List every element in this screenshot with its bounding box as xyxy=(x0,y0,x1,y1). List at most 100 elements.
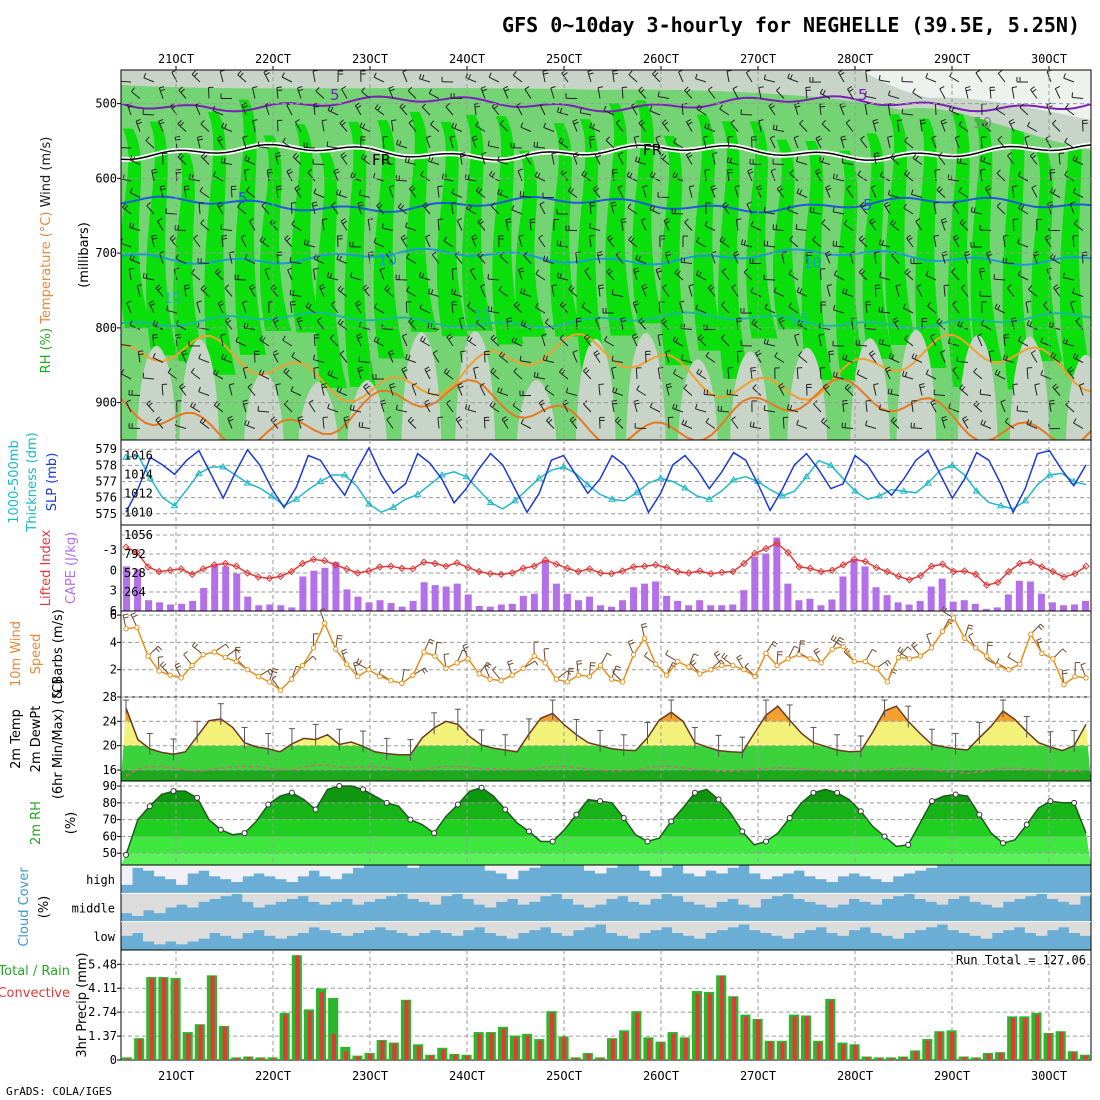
cape-bar xyxy=(927,586,935,611)
wind-barb xyxy=(479,286,486,297)
precip-convective-bar xyxy=(234,1058,240,1060)
wind-barb-feather xyxy=(155,321,159,327)
wind-barb-feather xyxy=(505,218,511,221)
wind-barb-feather xyxy=(454,123,457,129)
y-tick-label: 600 xyxy=(95,171,117,185)
wind-barb xyxy=(628,74,638,83)
wind-barb-feather xyxy=(649,402,653,408)
wind-barb-feather xyxy=(472,138,478,142)
cape-bar xyxy=(244,596,252,611)
wind-barb-feather xyxy=(184,287,190,290)
cape-bar xyxy=(167,604,175,611)
wind-barb xyxy=(819,104,822,116)
wind-barb xyxy=(685,154,693,165)
wind-barb-feather xyxy=(770,105,775,109)
wind-barb-feather xyxy=(958,186,963,192)
wind-barb-feather xyxy=(197,138,204,141)
wind-barb-feather xyxy=(217,300,223,304)
cloud-clear-cell xyxy=(837,921,849,936)
right-tick-label: 1014 xyxy=(124,467,153,481)
wind-barb xyxy=(925,274,937,281)
cloud-clear-cell xyxy=(308,865,320,871)
cloud-clear-cell xyxy=(462,893,475,899)
wind-barb-feather xyxy=(654,72,659,77)
rh-marker xyxy=(265,801,272,808)
wind-barb xyxy=(1067,369,1075,380)
wind-barb-feather xyxy=(250,286,256,291)
wind-barb xyxy=(373,340,385,347)
wind-barb-feather xyxy=(353,661,359,664)
wind-barb xyxy=(234,278,247,281)
wind-barb xyxy=(1074,223,1084,231)
precip-convective-bar xyxy=(453,1054,458,1060)
wind-barb xyxy=(557,276,569,281)
wind-barb-feather xyxy=(957,320,960,326)
wind-barb-feather xyxy=(614,416,620,422)
wind-barb-feather xyxy=(938,320,943,325)
wind-barb xyxy=(665,384,670,396)
wind-barb-feather xyxy=(261,370,265,376)
wind-barb-feather xyxy=(562,171,567,176)
wind-barb-feather xyxy=(152,353,156,358)
y-axis-label-part: 3hr Precip (mm) xyxy=(75,952,90,1057)
wind-barb-feather xyxy=(897,646,902,652)
wind-barb xyxy=(266,170,270,182)
top-date-label: 29OCT xyxy=(934,52,970,66)
wind-barb-feather xyxy=(408,317,413,322)
wind-barb-feather xyxy=(181,349,187,353)
wind-barb-feather xyxy=(470,267,475,272)
slp-panel-frame xyxy=(120,439,1092,526)
cloud-clear-cell xyxy=(1013,893,1026,899)
wind-barb xyxy=(658,301,661,314)
wind-barb xyxy=(655,269,661,281)
wind-barb xyxy=(1048,401,1052,413)
wind-barb-feather xyxy=(159,661,165,666)
wind-barb-feather xyxy=(635,156,638,162)
wind-barb-feather xyxy=(721,238,726,243)
wind-barb xyxy=(948,109,960,116)
bottom-date-label: 28OCT xyxy=(837,1069,873,1083)
cloud-clear-cell xyxy=(473,893,486,905)
wind-barb-feather xyxy=(911,399,917,402)
wind-barb-feather xyxy=(731,416,736,421)
wind-barb xyxy=(559,338,569,347)
wind-barb-feather xyxy=(776,86,781,91)
wind-barb xyxy=(449,137,454,149)
cloud-clear-cell xyxy=(484,865,497,871)
wind-barb xyxy=(859,205,868,215)
wind-barb xyxy=(904,140,914,149)
wind-barb-feather xyxy=(197,135,203,138)
wind-barb xyxy=(1026,423,1038,429)
precip-convective-bar xyxy=(865,1057,870,1060)
li-marker xyxy=(861,557,870,566)
wind-barb xyxy=(237,206,247,215)
wind-barb-feather xyxy=(731,284,737,288)
wind-barb xyxy=(911,193,923,198)
wind-barb xyxy=(833,245,845,248)
left-tick-label: 577 xyxy=(95,475,117,489)
wind-barb xyxy=(337,289,348,297)
wind-barb-feather xyxy=(294,185,300,189)
wind-barb-feather xyxy=(503,418,509,423)
wind-barb xyxy=(384,288,394,297)
cloud-clear-cell xyxy=(969,893,982,902)
cloud-clear-cell xyxy=(385,921,398,931)
cloud-clear-cell xyxy=(947,893,960,899)
wind-barb xyxy=(726,170,730,182)
wind-barb xyxy=(890,157,900,165)
y-tick-label: 80 xyxy=(103,796,117,810)
wind-barb-feather xyxy=(406,286,410,292)
wind-barb-feather xyxy=(539,201,545,205)
wind-barb xyxy=(799,123,808,132)
wind-barb xyxy=(408,188,417,198)
wind-barb-feather xyxy=(449,135,455,138)
wind-barb-feather xyxy=(194,643,199,649)
wind-barb-feather xyxy=(378,204,383,209)
wind-barb-feather xyxy=(292,290,295,296)
wind-barb-feather xyxy=(462,643,468,647)
wind-barb-feather xyxy=(833,636,837,642)
wind-barb xyxy=(845,122,854,132)
wind-barb xyxy=(743,271,753,281)
point-marker xyxy=(1017,661,1023,667)
li-marker xyxy=(563,564,572,572)
